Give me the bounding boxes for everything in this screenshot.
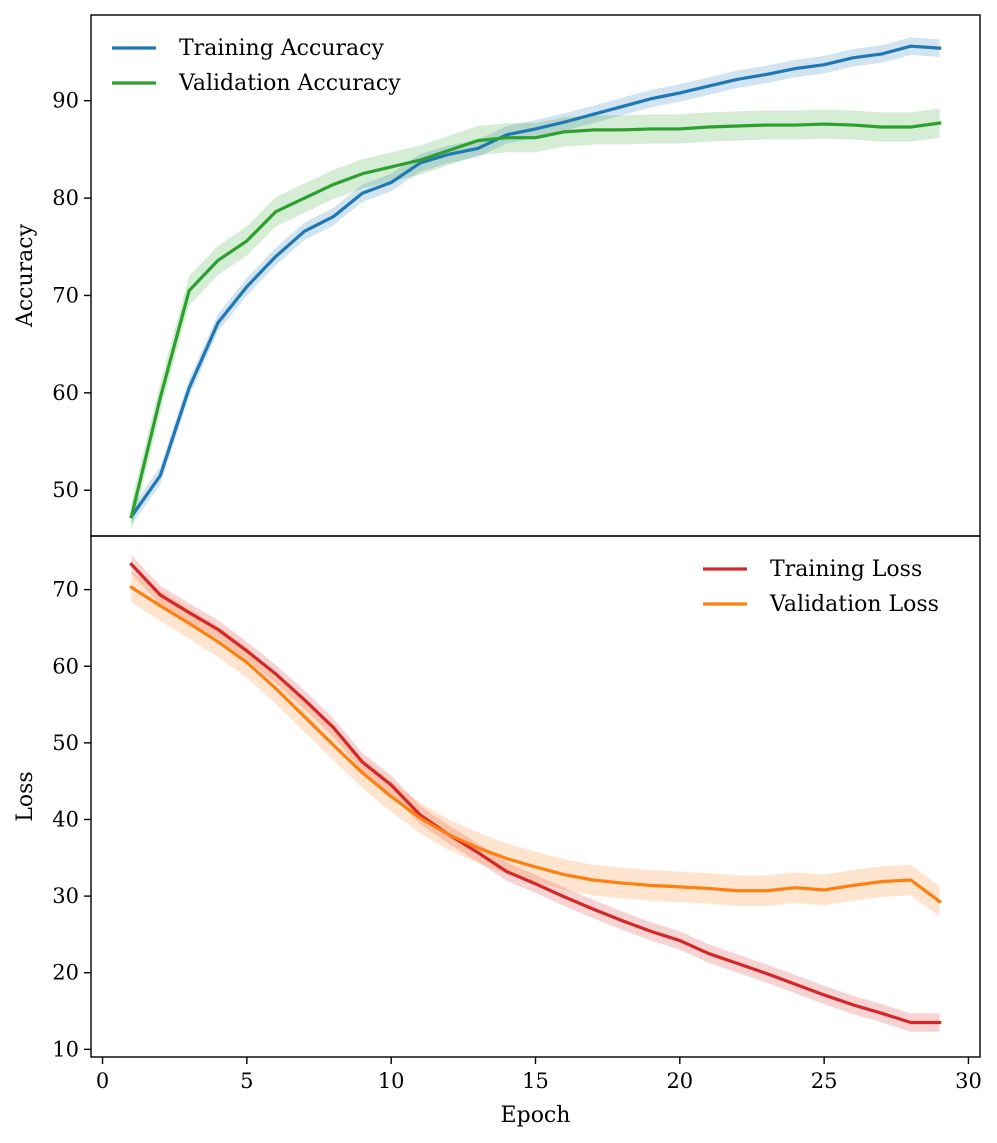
training-accuracy-band [131,37,940,526]
training-accuracy-line [129,44,942,519]
x-axis-title: Epoch [501,1103,571,1128]
x-tick-label: 10 [378,1069,405,1093]
training-accuracy-legend-label: Training Accuracy [179,36,384,61]
y-tick-label: 70 [52,578,79,602]
y-axis-title: Loss [13,771,38,821]
training-loss-band [131,555,940,1032]
validation-loss-legend-label: Validation Loss [769,592,939,617]
x-tick-label: 30 [955,1069,982,1093]
validation-accuracy-line [129,121,942,519]
y-tick-label: 40 [52,807,79,831]
validation-loss-band [131,572,940,917]
y-tick-label: 60 [52,381,79,405]
training-loss-line [129,562,942,1025]
validation-accuracy-band [131,108,940,532]
x-tick-label: 15 [522,1069,549,1093]
y-tick-label: 50 [52,478,79,502]
x-tick-label: 0 [96,1069,109,1093]
x-tick-label: 20 [666,1069,693,1093]
x-tick-label: 5 [240,1069,253,1093]
legend: Training Accuracy Validation Accuracy [112,36,401,96]
training-loss-legend-label: Training Loss [770,557,922,582]
loss-panel: 10 20 30 40 50 60 70 0 5 10 15 20 25 30 Loss Epoch Train… [13,535,982,1128]
y-tick-label: 80 [52,186,79,210]
y-tick-label: 10 [52,1037,79,1061]
y-tick-label: 70 [52,283,79,307]
y-tick-label: 20 [52,961,79,985]
validation-loss-line [129,585,942,904]
accuracy-panel: 50 60 70 80 90 Accuracy Training Accuracy Valid… [13,14,981,537]
legend: Training Loss Validation Loss [703,557,939,617]
y-tick-label: 30 [52,884,79,908]
y-tick-label: 90 [52,89,79,113]
y-axis-title: Accuracy [13,223,38,328]
y-tick-label: 60 [52,654,79,678]
y-tick-label: 50 [52,731,79,755]
x-tick-label: 25 [811,1069,838,1093]
validation-accuracy-legend-label: Validation Accuracy [178,71,401,96]
